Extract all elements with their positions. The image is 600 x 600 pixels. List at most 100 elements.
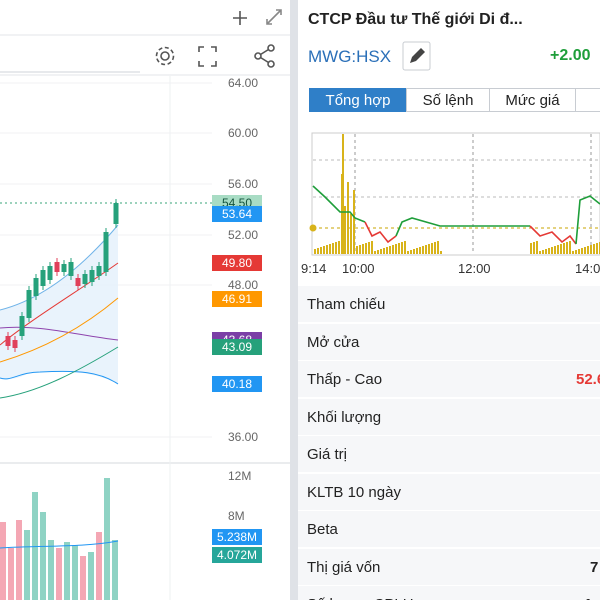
intraday-chart [309, 134, 600, 254]
tab[interactable] [575, 88, 600, 112]
share-icon[interactable] [260, 48, 269, 64]
intraday-volume [377, 250, 379, 254]
stats-label: Giá trị [307, 446, 348, 463]
intraday-volume [362, 244, 364, 254]
ma-purple [0, 326, 119, 341]
time-label: 9:14 [301, 261, 327, 276]
tab[interactable]: Tổng hợp [309, 88, 407, 112]
price-axis-label: 56.00 [228, 177, 259, 191]
share-icon[interactable] [267, 44, 275, 52]
price-change: +2.00 [550, 47, 591, 64]
volume-bar [48, 540, 54, 600]
price-axis-label: 52.00 [228, 228, 259, 242]
intraday-volume [410, 250, 412, 254]
add-icon[interactable] [233, 11, 247, 25]
intraday-volume [431, 243, 433, 254]
intraday-volume [557, 245, 559, 254]
candle-body [26, 290, 32, 318]
intraday-volume [368, 242, 370, 254]
intraday-volume [329, 244, 331, 254]
toolbar-icons[interactable] [155, 9, 282, 68]
candle-body [103, 232, 109, 272]
settings-icon[interactable] [160, 51, 170, 61]
intraday-volume [425, 245, 427, 254]
intraday-volume [326, 245, 328, 254]
price-badge: 40.18 [212, 376, 262, 392]
volume-bar [16, 520, 22, 600]
intraday-volume [542, 250, 544, 254]
stock-title: CTCP Đầu tư Thế giới Di đ... [308, 11, 523, 28]
ticker: MWG:HSX [308, 47, 392, 66]
candle-body [47, 266, 53, 280]
volume-bar [32, 492, 38, 600]
divider [290, 0, 298, 600]
stats-label: Thấp - Cao [307, 371, 383, 388]
volume-bar [88, 552, 94, 600]
volume-bar [56, 548, 62, 600]
candle-body [89, 270, 95, 282]
pencil-icon[interactable] [410, 48, 425, 63]
stats-label: Tham chiếu [307, 296, 386, 313]
volume-axis-label: 8M [228, 509, 245, 523]
stats-row: Thị giá vốn 7 [298, 548, 600, 585]
stats-label: Thị giá vốn [307, 558, 381, 576]
candle-body [96, 266, 102, 276]
tab[interactable]: Mức giá [489, 88, 576, 112]
intraday-volume [419, 247, 421, 254]
intraday-volume [539, 251, 541, 254]
settings-ring[interactable] [155, 46, 175, 66]
intraday-volume [380, 249, 382, 254]
intraday-line-green [575, 195, 600, 245]
share-icon[interactable] [267, 60, 275, 68]
intraday-volume [314, 249, 316, 254]
volume-bar [40, 512, 46, 600]
share-icon[interactable] [254, 52, 262, 60]
intraday-volume [437, 241, 439, 254]
intraday-volume [407, 251, 409, 254]
time-label: 14:0 [575, 261, 600, 276]
intraday-volume [572, 251, 574, 254]
intraday-volume [398, 243, 400, 254]
stats-row: Tham chiếu [298, 286, 600, 322]
expand-icon[interactable] [266, 9, 282, 25]
volume-bar [112, 540, 118, 600]
volume-bar [24, 530, 30, 600]
volume-bar [96, 532, 102, 600]
stats-row: Khối lượng [298, 398, 600, 435]
intraday-volume [575, 250, 577, 254]
price-badge: 49.80 [212, 255, 262, 271]
intraday-volume [581, 248, 583, 254]
intraday-volume [335, 242, 337, 254]
candle-body [5, 336, 11, 346]
intraday-volume [548, 248, 550, 254]
price-badge: 53.64 [212, 206, 262, 222]
stats-row: Số lượng CPLH 1.4 [298, 586, 600, 600]
volume-bar [8, 548, 14, 600]
intraday-volume [371, 241, 373, 254]
intraday-volume [533, 242, 535, 254]
tab[interactable]: Số lệnh [406, 88, 490, 112]
intraday-volume [434, 242, 436, 254]
intraday-volume [560, 244, 562, 254]
intraday-volume [392, 245, 394, 254]
fullscreen-icon[interactable] [198, 46, 217, 67]
intraday-volume [365, 243, 367, 254]
intraday-frame [311, 132, 600, 256]
intraday-volume [404, 241, 406, 254]
intraday-volume [383, 248, 385, 254]
intraday-volume [374, 251, 376, 254]
intraday-volume [338, 241, 340, 254]
intraday-line-green [395, 217, 530, 237]
candle-body [54, 262, 60, 272]
stats-label: Beta [307, 521, 338, 538]
intraday-volume [590, 245, 592, 254]
candle-body [82, 274, 88, 284]
price-axis-label: 36.00 [228, 430, 259, 444]
stats-row: Mở cửa [298, 323, 600, 360]
stats-row: Giá trị [298, 436, 600, 472]
stats-row: KLTB 10 ngày [298, 473, 600, 510]
ma-teal [0, 346, 119, 399]
candle-body [19, 316, 25, 336]
